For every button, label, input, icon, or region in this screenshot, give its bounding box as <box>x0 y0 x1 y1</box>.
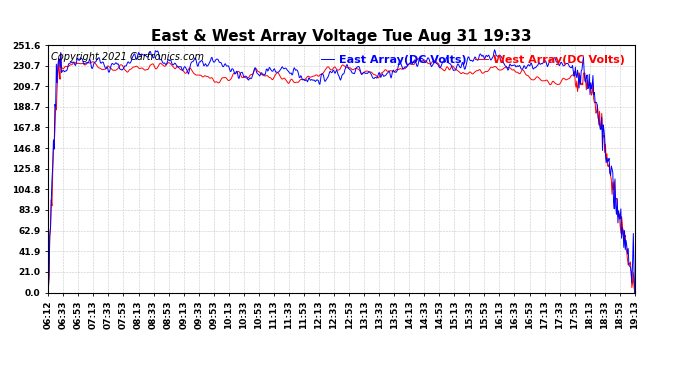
West Array(DC Volts) <box>401 66 409 71</box>
West Array(DC Volts) <box>550 80 558 84</box>
West Array(DC Volts) <box>490 64 498 69</box>
East Array(DC Volts) <box>550 56 558 60</box>
Line: East Array(DC Volts): East Array(DC Volts) <box>48 50 635 292</box>
West Array(DC Volts) <box>57 51 65 55</box>
West Array(DC Volts) <box>386 69 394 73</box>
West Array(DC Volts) <box>419 58 427 63</box>
Line: West Array(DC Volts): West Array(DC Volts) <box>48 53 635 292</box>
East Array(DC Volts) <box>80 62 88 66</box>
East Array(DC Volts) <box>385 69 393 74</box>
East Array(DC Volts) <box>491 48 499 52</box>
Text: Copyright 2021 Cartronics.com: Copyright 2021 Cartronics.com <box>51 53 204 62</box>
Title: East & West Array Voltage Tue Aug 31 19:33: East & West Array Voltage Tue Aug 31 19:… <box>151 29 532 44</box>
East Array(DC Volts) <box>417 56 426 61</box>
Legend: East Array(DC Volts), West Array(DC Volts): East Array(DC Volts), West Array(DC Volt… <box>317 51 629 69</box>
East Array(DC Volts) <box>631 290 639 295</box>
East Array(DC Volts) <box>489 54 497 59</box>
East Array(DC Volts) <box>44 290 52 295</box>
West Array(DC Volts) <box>81 63 89 67</box>
West Array(DC Volts) <box>44 285 52 290</box>
East Array(DC Volts) <box>400 65 408 70</box>
West Array(DC Volts) <box>631 290 639 295</box>
